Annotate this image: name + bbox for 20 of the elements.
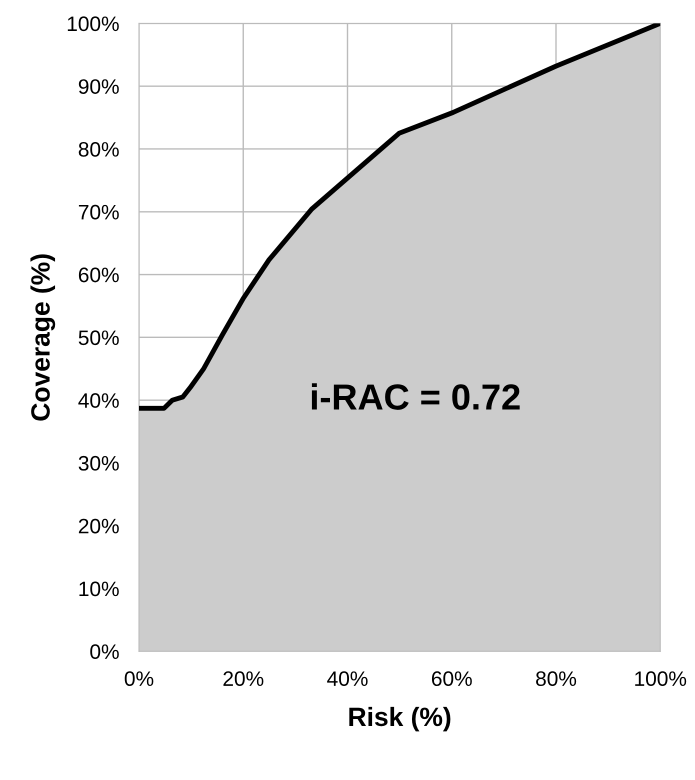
y-tick-label: 80%	[78, 142, 119, 157]
x-axis-title: Risk (%)	[349, 706, 450, 732]
y-tick-label: 60%	[78, 268, 119, 282]
y-tick-label: 90%	[78, 79, 119, 94]
y-tick-label: 40%	[78, 393, 119, 408]
y-tick-label: 30%	[78, 456, 119, 471]
x-tick-label: 40%	[327, 671, 368, 686]
x-tick-label: 60%	[432, 671, 472, 686]
y-tick-label: 70%	[78, 204, 119, 220]
x-tick-label: 20%	[223, 671, 264, 686]
y-axis-title: Coverage (%)	[30, 254, 56, 421]
x-tick-label: 0%	[124, 671, 154, 686]
y-tick-label: 0%	[90, 644, 119, 660]
y-tick-label: 50%	[78, 330, 119, 346]
y-tick-label: 100%	[68, 16, 119, 32]
y-tick-label: 20%	[78, 518, 119, 534]
x-tick-label: 100%	[635, 671, 686, 686]
x-tick-label: 80%	[536, 671, 576, 686]
annotation: i-RAC = 0.72	[312, 383, 520, 410]
y-tick-label: 10%	[79, 582, 119, 596]
